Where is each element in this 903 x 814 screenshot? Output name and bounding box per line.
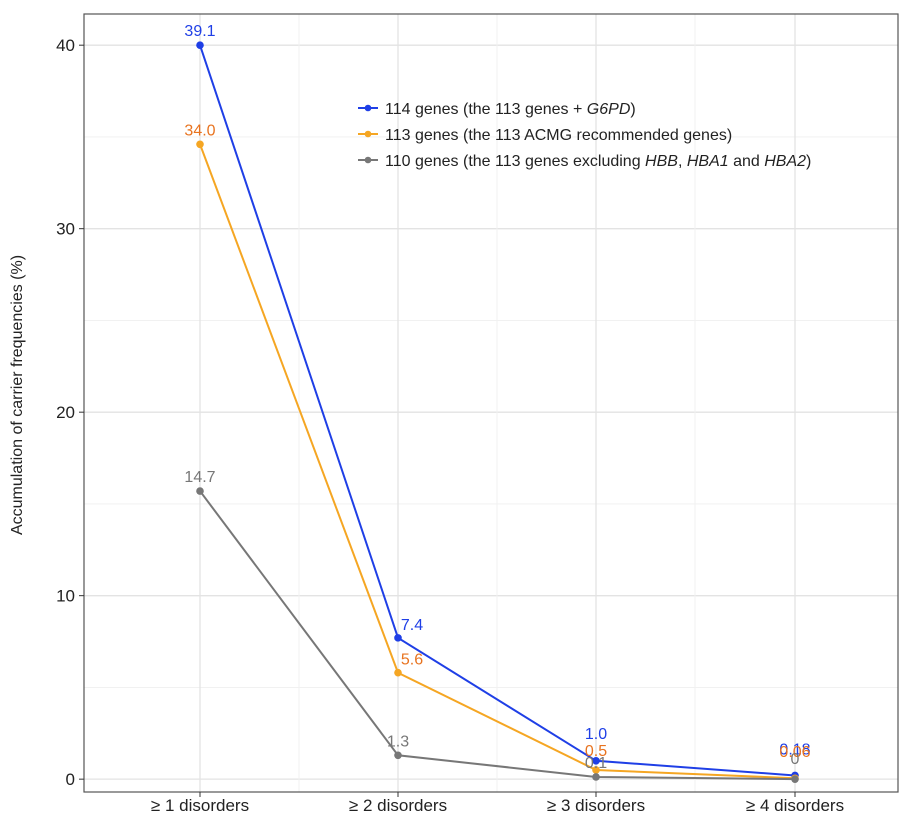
legend-swatch-point <box>364 130 372 138</box>
legend: 114 genes (the 113 genes + G6PD) 113 gene… <box>358 101 811 170</box>
data-point <box>196 140 204 149</box>
data-label: 5.6 <box>401 652 423 669</box>
data-label: 1.3 <box>387 733 409 750</box>
data-label: 7.4 <box>401 617 423 634</box>
legend-label: 110 genes (the 113 genes excluding HBB, … <box>385 153 811 170</box>
legend-swatch-point <box>364 104 372 112</box>
data-point <box>791 775 799 783</box>
data-point <box>394 668 402 677</box>
x-tick-label: ≥ 3 disorders <box>547 796 645 814</box>
data-label: 1.0 <box>585 726 607 743</box>
legend-item: 114 genes (the 113 genes + G6PD) <box>358 101 636 118</box>
data-label: 14.7 <box>184 469 215 486</box>
legend-item: 113 genes (the 113 ACMG recommended gene… <box>358 127 732 144</box>
legend-item: 110 genes (the 113 genes excluding HBB, … <box>358 153 811 170</box>
plot-panel-border <box>83 13 899 793</box>
y-tick-label: 0 <box>66 770 75 789</box>
data-point <box>394 751 402 760</box>
x-tick-label: ≥ 2 disorders <box>349 796 447 814</box>
legend-label: 113 genes (the 113 ACMG recommended gene… <box>385 127 732 144</box>
series-2: 34.0 5.6 0.5 0.06 <box>184 122 811 783</box>
data-point <box>592 773 600 781</box>
data-point <box>592 757 600 765</box>
y-tick-label: 20 <box>56 403 75 422</box>
grid-lines <box>84 14 898 792</box>
series-group: 39.1 7.4 1.0 0.18 34.0 5.6 0.5 0.06 14.7 1.3 0.1 0 <box>184 23 811 783</box>
series-line <box>199 44 796 777</box>
data-label: 0.5 <box>585 743 607 760</box>
data-label: 34.0 <box>184 122 215 139</box>
data-point <box>196 41 204 49</box>
series-line <box>199 143 796 780</box>
y-tick-label: 10 <box>56 587 75 606</box>
data-label: 39.1 <box>184 23 215 40</box>
legend-swatch-point <box>364 156 372 164</box>
data-point <box>196 487 204 495</box>
legend-label: 114 genes (the 113 genes + G6PD) <box>385 101 636 118</box>
data-label: 0 <box>791 751 800 768</box>
y-tick-label: 30 <box>56 220 75 239</box>
axes: 0 10 20 30 40 ≥ 1 disorders ≥ 2 disorders ≥ 3 d… <box>56 36 844 814</box>
data-point <box>394 634 402 642</box>
y-tick-label: 40 <box>56 36 75 55</box>
series-line <box>199 490 796 781</box>
data-label: 0.06 <box>779 744 810 761</box>
series-1: 39.1 7.4 1.0 0.18 <box>184 23 811 780</box>
data-point <box>592 766 600 774</box>
data-label: 0.18 <box>779 741 810 758</box>
x-tick-label: ≥ 1 disorders <box>151 796 249 814</box>
data-label: 0.1 <box>585 755 607 772</box>
series-3: 14.7 1.3 0.1 0 <box>184 469 800 783</box>
y-axis-label: Accumulation of carrier frequencies (%) <box>9 255 26 535</box>
x-tick-label: ≥ 4 disorders <box>746 796 844 814</box>
